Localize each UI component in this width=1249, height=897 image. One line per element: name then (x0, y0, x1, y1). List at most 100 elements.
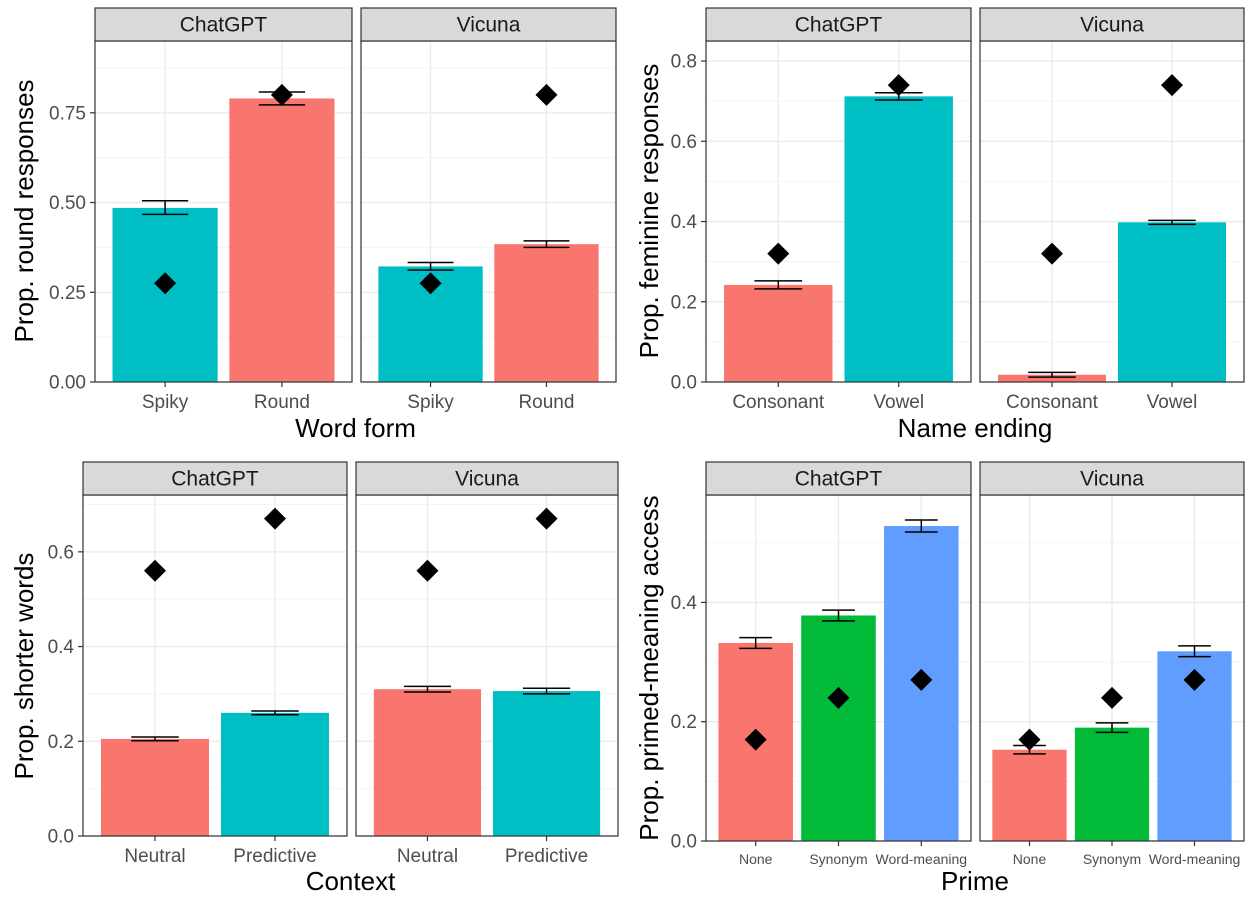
error-bar (131, 736, 179, 742)
diamond-marker (1018, 728, 1041, 751)
diamond-marker (264, 507, 286, 530)
diamond-marker (1183, 668, 1206, 691)
y-tick-label: 0.4 (48, 637, 75, 658)
bar-round (494, 244, 599, 382)
y-axis-title: Prop. shorter words (9, 553, 39, 780)
y-tick-label: 0.50 (49, 193, 86, 214)
diamond-marker (767, 242, 790, 265)
x-axis-title: Word form (295, 413, 416, 443)
x-tick-label: Synonym (1083, 851, 1141, 867)
facet-strip (355, 461, 619, 496)
y-tick-label: 0.8 (671, 52, 697, 73)
x-axis-title: Name ending (898, 413, 1053, 443)
facet-vicuna: Vicuna Spiky Round (360, 7, 617, 413)
x-tick-label: Spiky (407, 392, 454, 413)
x-tick-label: Synonym (809, 851, 867, 867)
x-tick-label: Predictive (505, 846, 588, 867)
bar-synonym (1074, 727, 1150, 841)
error-bar (904, 519, 938, 533)
subplot-3: ChatGPT Neutral Predictive 0.0 0.2 0.4 0.6 Vicu… (9, 461, 619, 896)
diamond-marker (1041, 242, 1063, 265)
y-axis-title: Prop. feminine responses (634, 64, 664, 359)
facet-vicuna: Vicuna Neutral Predictive (355, 461, 619, 867)
bar-consonant (998, 374, 1106, 382)
x-tick-label: Vowel (873, 392, 924, 413)
error-bar (141, 199, 189, 216)
y-tick-label: 0.4 (671, 593, 698, 614)
facet-label: Vicuna (455, 468, 519, 491)
subplot-4: ChatGPT None Synonym Word-meaning 0.0 0.2 0.4 V… (634, 461, 1245, 896)
y-tick-label: 0.6 (48, 542, 74, 563)
y-tick-label: 0.75 (49, 103, 86, 124)
bar-predictive (221, 712, 329, 836)
diamond-marker (887, 74, 910, 97)
facet-strip (979, 7, 1245, 42)
diamond-marker (1161, 74, 1183, 97)
facet-label: ChatGPT (180, 14, 268, 37)
x-tick-label: Vowel (1147, 392, 1198, 413)
error-bar (251, 710, 299, 716)
facet-label: ChatGPT (171, 468, 259, 491)
diamond-marker (535, 507, 558, 530)
diamond-marker (144, 559, 166, 582)
bar-predictive (492, 691, 601, 836)
x-tick-label: None (739, 851, 773, 867)
facet-strip (94, 7, 353, 42)
y-tick-label: 0.6 (671, 132, 697, 153)
error-bar (1028, 371, 1076, 378)
error-bar (403, 685, 452, 693)
bar-neutral (101, 738, 209, 836)
diamond-marker (535, 83, 558, 106)
facet-label: Vicuna (1080, 468, 1144, 491)
facet-strip (979, 461, 1245, 496)
facet-label: Vicuna (1080, 14, 1144, 37)
y-tick-label: 0.4 (671, 212, 698, 233)
diamond-marker (910, 668, 933, 691)
bar-consonant (724, 284, 833, 382)
diamond-marker (827, 686, 850, 709)
facet-chatgpt: ChatGPT None Synonym Word-meaning 0.0 0.2 0.4 (671, 461, 972, 867)
bar-round (229, 98, 335, 382)
x-tick-label: Round (518, 392, 574, 413)
facet-strip (360, 7, 617, 42)
facet-chatgpt: ChatGPT Neutral Predictive 0.0 0.2 0.4 0.6 (48, 461, 348, 867)
error-bar (1178, 645, 1211, 658)
y-axis-title: Prop. primed-meaning access (634, 495, 664, 840)
diamond-marker (419, 272, 442, 295)
error-bar (754, 280, 803, 290)
y-tick-label: 0.2 (671, 292, 697, 313)
diamond-marker (154, 272, 177, 295)
diamond-marker (744, 728, 767, 751)
error-bar (522, 687, 571, 695)
facet-vicuna: Vicuna None Synonym Word-meaning (979, 461, 1245, 867)
subplot-2: ChatGPT Consonant Vowel 0.0 0.2 0.4 0.6 0.8 Vicu… (634, 7, 1245, 443)
facet-vicuna: Vicuna Consonant Vowel (979, 7, 1245, 413)
diamond-marker (1101, 686, 1123, 709)
y-axis-title: Prop. round responses (9, 79, 39, 342)
y-tick-label: 0.2 (671, 712, 697, 733)
y-tick-label: 0.0 (48, 827, 74, 848)
facet-strip (705, 461, 972, 496)
bar-vowel (1118, 222, 1226, 382)
x-tick-label: Word-meaning (1149, 851, 1241, 867)
x-axis-title: Context (306, 866, 396, 896)
x-tick-label: Consonant (1006, 392, 1099, 413)
error-bar (1095, 722, 1129, 734)
error-bar (739, 636, 773, 650)
y-tick-label: 0.0 (671, 373, 697, 394)
x-tick-label: None (1013, 851, 1047, 867)
bar-synonym (801, 615, 876, 841)
error-bar (407, 261, 454, 271)
subplot-1: ChatGPT Spiky Round 0.00 0.25 0.50 0.75 Vicuna S… (9, 7, 617, 443)
y-tick-label: 0.00 (49, 373, 86, 394)
bar-spiky (112, 207, 218, 382)
diamond-marker (270, 83, 293, 106)
x-tick-label: Word-meaning (876, 851, 968, 867)
x-tick-label: Round (254, 392, 310, 413)
bar-none (992, 749, 1067, 841)
facet-label: ChatGPT (795, 14, 883, 37)
x-tick-label: Spiky (142, 392, 189, 413)
bar-neutral (373, 689, 482, 836)
y-tick-label: 0.0 (671, 832, 697, 853)
